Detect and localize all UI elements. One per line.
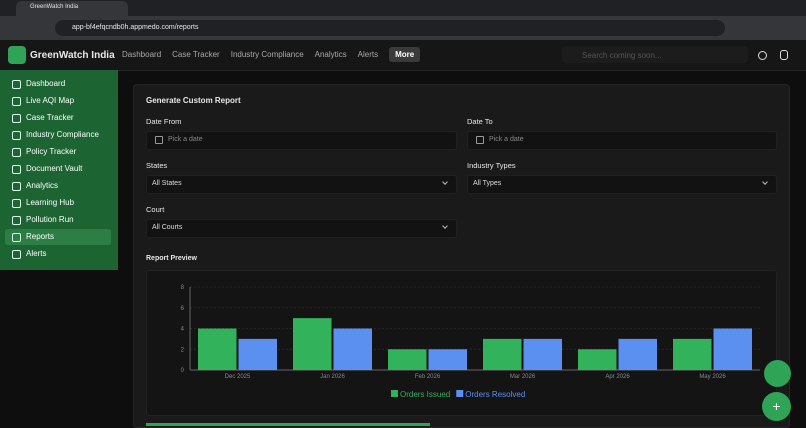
tab-title: GreenWatch India <box>30 4 79 10</box>
x-tick-label: Jan 2026 <box>320 374 345 380</box>
y-tick-label: 4 <box>181 327 185 333</box>
nav: Dashboard Case Tracker Industry Compliance… <box>122 47 421 62</box>
nav-icon <box>12 199 21 208</box>
fab-add[interactable]: + <box>762 392 791 421</box>
logo <box>8 46 26 64</box>
preview-title: Report Preview <box>146 255 197 262</box>
calendar-icon <box>476 136 484 144</box>
sidebar-item[interactable]: Policy Tracker <box>26 147 77 156</box>
field-value: All Courts <box>152 224 183 231</box>
nav-icon <box>12 233 21 242</box>
nav-link[interactable]: Industry Compliance <box>230 50 304 59</box>
nav-icon <box>12 216 21 225</box>
x-tick-label: Mar 2026 <box>510 374 536 380</box>
field-label: Industry Types <box>467 161 516 170</box>
sidebar-item[interactable]: Case Tracker <box>26 113 74 122</box>
search-box[interactable] <box>562 46 748 63</box>
bar <box>388 349 427 370</box>
sidebar-item[interactable]: Document Vault <box>26 164 83 173</box>
bar <box>713 328 752 370</box>
field-value: All Types <box>473 180 502 187</box>
bar <box>198 328 237 370</box>
nav-link[interactable]: More <box>389 47 421 62</box>
x-tick-label: Feb 2026 <box>415 374 441 380</box>
field-label: Date To <box>467 117 493 126</box>
sidebar-item[interactable]: Analytics <box>26 181 59 190</box>
nav-icon <box>12 97 21 106</box>
field-value: Pick a date <box>489 136 524 143</box>
sidebar-item[interactable]: Industry Compliance <box>26 130 99 139</box>
user-button[interactable] <box>780 50 788 60</box>
field-input[interactable] <box>146 131 457 150</box>
nav-link[interactable]: Analytics <box>314 50 347 59</box>
nav-link[interactable]: Alerts <box>357 50 379 59</box>
y-tick-label: 2 <box>181 347 185 353</box>
theme-toggle[interactable] <box>758 51 767 60</box>
y-tick-label: 6 <box>181 306 185 312</box>
bar <box>578 349 617 370</box>
form-title: Generate Custom Report <box>146 96 241 105</box>
nav-icon <box>12 131 21 140</box>
legend-swatch <box>456 390 464 397</box>
nav-icon <box>12 114 21 123</box>
address-bar[interactable] <box>55 20 725 36</box>
chart: 0 2 4 6 8 Dec 2025 Jan 2026 Feb 2026 Mar 2026 Apr… <box>181 285 760 399</box>
nav-icon <box>12 182 21 191</box>
x-tick-label: Apr 2026 <box>605 374 630 380</box>
nav-link[interactable]: Case Tracker <box>172 50 220 59</box>
bar <box>673 338 712 370</box>
bar <box>333 328 372 370</box>
nav-icon <box>12 80 21 89</box>
legend-label: Orders Resolved <box>465 390 525 399</box>
nav-icon <box>12 148 21 157</box>
field-value: Pick a date <box>168 136 203 143</box>
nav-icon <box>12 165 21 174</box>
field-label: Court <box>146 205 165 214</box>
field-input[interactable] <box>146 175 457 194</box>
sidebar-item[interactable]: Dashboard <box>26 79 66 88</box>
y-tick-label: 0 <box>181 368 185 374</box>
generate-button[interactable] <box>146 423 430 426</box>
field-value: All States <box>152 180 182 187</box>
tab-strip <box>0 0 806 16</box>
sidebar-item[interactable]: Pollution Run <box>26 215 74 224</box>
calendar-icon <box>155 136 163 144</box>
sidebar-item[interactable]: Alerts <box>26 249 47 258</box>
sidebar-item[interactable]: Learning Hub <box>26 198 75 207</box>
x-tick-label: Dec 2025 <box>225 374 251 380</box>
field-label: Date From <box>146 117 182 126</box>
legend-swatch <box>391 390 398 397</box>
bar <box>523 338 562 370</box>
sidebar-item[interactable]: Reports <box>26 232 55 241</box>
sidebar: Dashboard Live AQI Map Case Tracker Industr… <box>0 70 118 270</box>
brand: GreenWatch India <box>30 50 115 61</box>
y-tick-label: 8 <box>181 285 185 291</box>
search-placeholder: Search coming soon... <box>582 51 662 60</box>
fab-chat[interactable] <box>764 360 791 387</box>
url: app-bf4efqcndb0h.appmedo.com/reports <box>72 24 199 31</box>
sidebar-item[interactable]: Live AQI Map <box>26 96 75 105</box>
field-input[interactable] <box>467 131 777 150</box>
bar <box>238 338 277 370</box>
bar <box>618 338 657 370</box>
active-highlight <box>5 229 111 245</box>
nav-icon <box>12 250 21 259</box>
field-input[interactable] <box>467 175 777 194</box>
bar <box>483 338 522 370</box>
tab[interactable] <box>16 1 128 16</box>
nav-link[interactable]: Dashboard <box>122 50 162 59</box>
bar <box>428 349 467 370</box>
field-input[interactable] <box>146 219 457 238</box>
field-label: States <box>146 161 168 170</box>
bar <box>293 318 332 370</box>
x-tick-label: May 2026 <box>699 374 726 380</box>
legend-label: Orders Issued <box>400 390 450 399</box>
